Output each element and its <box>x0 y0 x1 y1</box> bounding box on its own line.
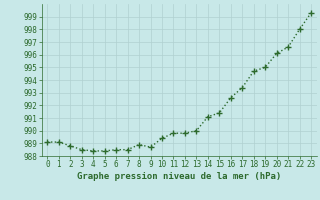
X-axis label: Graphe pression niveau de la mer (hPa): Graphe pression niveau de la mer (hPa) <box>77 172 281 181</box>
